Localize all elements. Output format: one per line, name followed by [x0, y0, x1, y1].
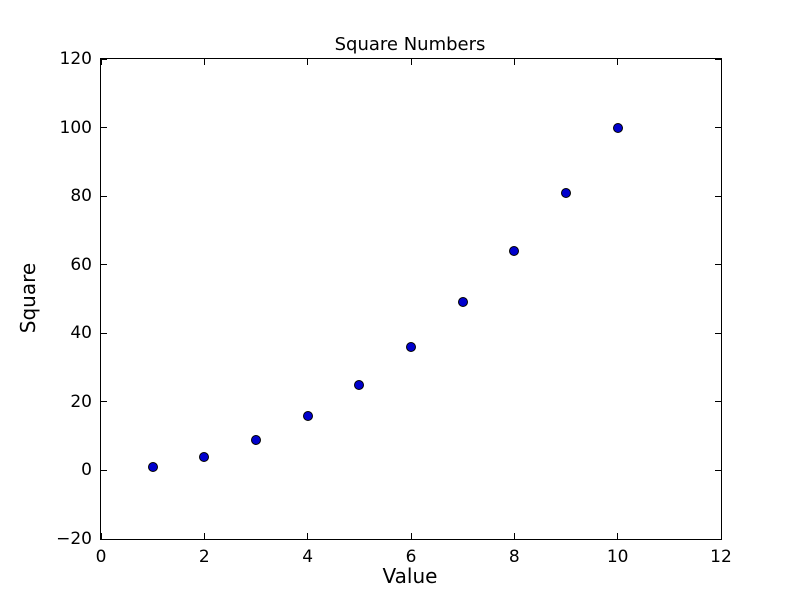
- x-tick-label: 4: [302, 547, 314, 567]
- data-point: [406, 342, 416, 352]
- x-tick-mark-top: [513, 59, 515, 65]
- data-point: [509, 246, 520, 256]
- x-tick-mark-bottom: [513, 533, 515, 539]
- data-point: [612, 122, 623, 133]
- x-tick-mark-top: [307, 59, 309, 65]
- data-point: [457, 297, 468, 308]
- y-tick-mark-right: [715, 332, 721, 334]
- x-tick-label: 0: [95, 547, 107, 567]
- y-tick-mark-right: [715, 401, 721, 403]
- y-tick-mark-left: [101, 264, 107, 266]
- x-tick-mark-bottom: [203, 533, 205, 539]
- y-tick-label: 100: [59, 117, 92, 138]
- y-tick-mark-right: [715, 195, 721, 197]
- y-tick-label: 40: [70, 323, 92, 344]
- data-point: [561, 187, 571, 198]
- x-tick-label: 6: [405, 547, 417, 567]
- x-axis-label: Value: [382, 564, 438, 588]
- chart-title: Square Numbers: [334, 34, 486, 55]
- y-tick-label: 80: [70, 186, 92, 207]
- x-tick-label: 12: [710, 547, 732, 567]
- y-tick-mark-left: [101, 469, 107, 471]
- y-tick-mark-left: [101, 58, 107, 60]
- x-tick-mark-bottom: [100, 533, 102, 539]
- x-tick-mark-top: [410, 59, 412, 65]
- data-point: [199, 451, 210, 462]
- plot-area: 0 2 4 6 8 10 12 −20 0 20 40 60 80 100 120: [56, 49, 732, 567]
- x-tick-label: 2: [198, 547, 210, 567]
- x-tick-mark-top: [203, 59, 205, 65]
- data-point: [251, 434, 261, 445]
- x-tick-mark-bottom: [307, 533, 309, 539]
- y-tick-label: 60: [70, 254, 92, 275]
- y-tick-mark-left: [101, 401, 107, 403]
- x-tick-label: 8: [508, 547, 520, 567]
- x-tick-label: 10: [606, 547, 629, 567]
- y-tick-mark-right: [715, 127, 721, 129]
- x-tick-mark-bottom: [720, 533, 722, 539]
- x-tick-mark-top: [100, 59, 102, 65]
- y-tick-mark-right: [715, 58, 721, 60]
- data-point: [147, 462, 158, 472]
- x-tick-mark-bottom: [617, 533, 619, 539]
- y-tick-mark-right: [715, 469, 721, 471]
- y-tick-label: 120: [59, 49, 92, 69]
- y-tick-mark-left: [101, 127, 107, 129]
- y-axis-label: Square: [16, 262, 40, 334]
- y-tick-mark-left: [101, 538, 107, 540]
- y-tick-mark-right: [715, 264, 721, 266]
- x-tick-mark-bottom: [410, 533, 412, 539]
- y-tick-mark-left: [101, 332, 107, 334]
- y-tick-mark-left: [101, 195, 107, 197]
- x-tick-mark-top: [617, 59, 619, 65]
- data-point: [302, 410, 313, 421]
- data-point: [354, 379, 365, 390]
- x-tick-mark-top: [720, 59, 722, 65]
- y-tick-label: 20: [70, 391, 92, 412]
- y-tick-mark-right: [715, 538, 721, 540]
- y-tick-label: 0: [81, 460, 92, 481]
- y-tick-label: −20: [56, 529, 92, 549]
